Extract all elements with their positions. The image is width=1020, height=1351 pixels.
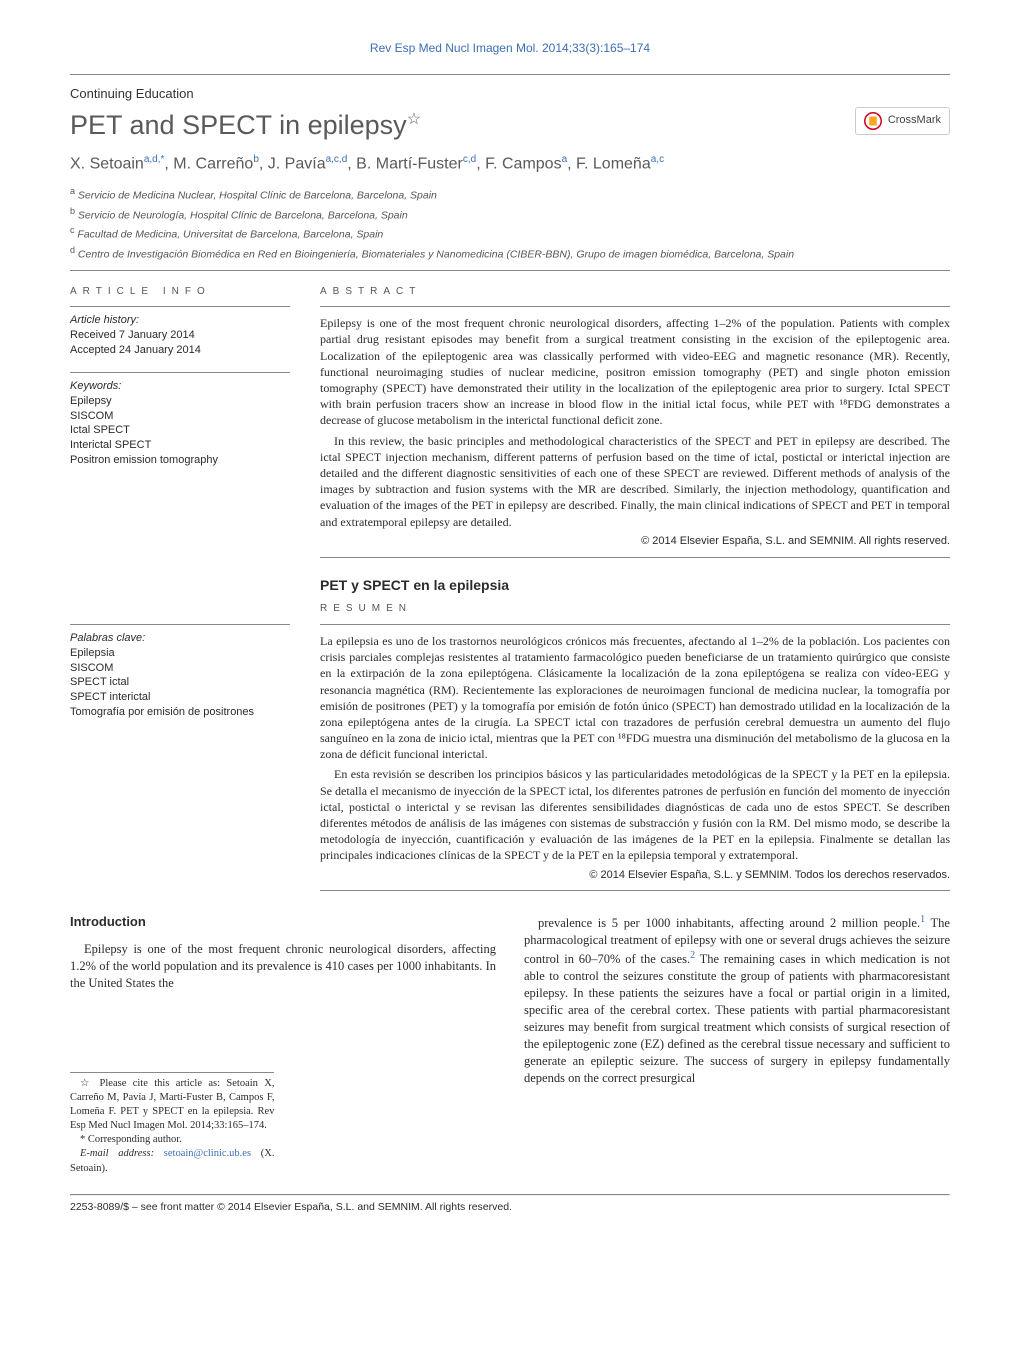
article-info-col: ARTICLE INFO Article history: Received 7… — [70, 285, 290, 624]
palabras-col: Palabras clave: Epilepsia SISCOM SPECT i… — [70, 624, 290, 891]
affiliations: a Servicio de Medicina Nuclear, Hospital… — [70, 185, 950, 262]
crossmark-icon — [864, 112, 882, 130]
history-accepted: Accepted 24 January 2014 — [70, 343, 290, 358]
footnote-email: E-mail address: setoain@clinic.ub.es (X.… — [70, 1147, 274, 1175]
abstract-es-p1: La epilepsia es uno de los trastornos ne… — [320, 633, 950, 763]
affiliation: a Servicio de Medicina Nuclear, Hospital… — [70, 185, 950, 203]
footnote-corr: * Corresponding author. — [70, 1133, 274, 1147]
keywords-label: Keywords: — [70, 380, 121, 392]
rule-bottom — [70, 1194, 950, 1196]
corr-email-link[interactable]: setoain@clinic.ub.es — [164, 1148, 251, 1159]
affiliation: d Centro de Investigación Biomédica en R… — [70, 244, 950, 262]
pk: SPECT interictal — [70, 690, 290, 705]
affiliation: c Facultad de Medicina, Universitat de B… — [70, 224, 950, 242]
keywords-block: Keywords: Epilepsy SISCOM Ictal SPECT In… — [70, 372, 290, 468]
pk: Tomografía por emisión de positrones — [70, 705, 290, 720]
resumen-head: RESUMEN — [320, 602, 950, 616]
article-history: Article history: Received 7 January 2014… — [70, 306, 290, 358]
abstract-en-p2: In this review, the basic principles and… — [320, 433, 950, 530]
copyright-en: © 2014 Elsevier España, S.L. and SEMNIM.… — [320, 534, 950, 549]
pk: SPECT ictal — [70, 675, 290, 690]
kw: Interictal SPECT — [70, 438, 290, 453]
rule-top — [70, 74, 950, 75]
article-info-head: ARTICLE INFO — [70, 285, 290, 299]
rule-after-affil — [70, 270, 950, 271]
abstract-es-col: La epilepsia es uno de los trastornos ne… — [320, 624, 950, 891]
abstract-en-p1: Epilepsy is one of the most frequent chr… — [320, 315, 950, 428]
abstract-head: ABSTRACT — [320, 285, 950, 299]
history-label: Article history: — [70, 314, 139, 326]
crossmark-label: CrossMark — [888, 113, 941, 128]
pk: Epilepsia — [70, 646, 290, 661]
palabras-block: Palabras clave: Epilepsia SISCOM SPECT i… — [70, 624, 290, 720]
intro-p1: Epilepsy is one of the most frequent chr… — [70, 941, 496, 992]
abstract-en-body: Epilepsy is one of the most frequent chr… — [320, 306, 950, 557]
kw: Ictal SPECT — [70, 423, 290, 438]
history-received: Received 7 January 2014 — [70, 328, 290, 343]
authors-line: X. Setoaina,d,*, M. Carreñob, J. Pavíaa,… — [70, 153, 950, 175]
crossmark-badge[interactable]: CrossMark — [855, 107, 950, 135]
abstract-es-body: La epilepsia es uno de los trastornos ne… — [320, 624, 950, 891]
front-matter-line: 2253-8089/$ – see front matter © 2014 El… — [70, 1200, 950, 1214]
kw: Positron emission tomography — [70, 453, 290, 468]
intro-p2: prevalence is 5 per 1000 inhabitants, af… — [524, 913, 950, 1086]
abstract-es-p2: En esta revisión se describen los princi… — [320, 766, 950, 863]
pk: SISCOM — [70, 661, 290, 676]
title-note-star: ☆ — [407, 111, 421, 128]
kw: Epilepsy — [70, 394, 290, 409]
footnotes: ☆ Please cite this article as: Setoain X… — [70, 1072, 274, 1176]
article-type: Continuing Education — [70, 85, 950, 103]
introduction-head: Introduction — [70, 913, 496, 931]
abstract-en-col: ABSTRACT Epilepsy is one of the most fre… — [320, 285, 950, 624]
footnote-cite: ☆ Please cite this article as: Setoain X… — [70, 1077, 274, 1134]
article-title: PET and SPECT in epilepsy☆ — [70, 107, 421, 143]
affiliation: b Servicio de Neurología, Hospital Clíni… — [70, 205, 950, 223]
kw: SISCOM — [70, 409, 290, 424]
journal-ref: Rev Esp Med Nucl Imagen Mol. 2014;33(3):… — [70, 40, 950, 56]
copyright-es: © 2014 Elsevier España, S.L. y SEMNIM. T… — [320, 868, 950, 883]
palabras-label: Palabras clave: — [70, 632, 145, 644]
alt-title-es: PET y SPECT en la epilepsia — [320, 576, 950, 595]
